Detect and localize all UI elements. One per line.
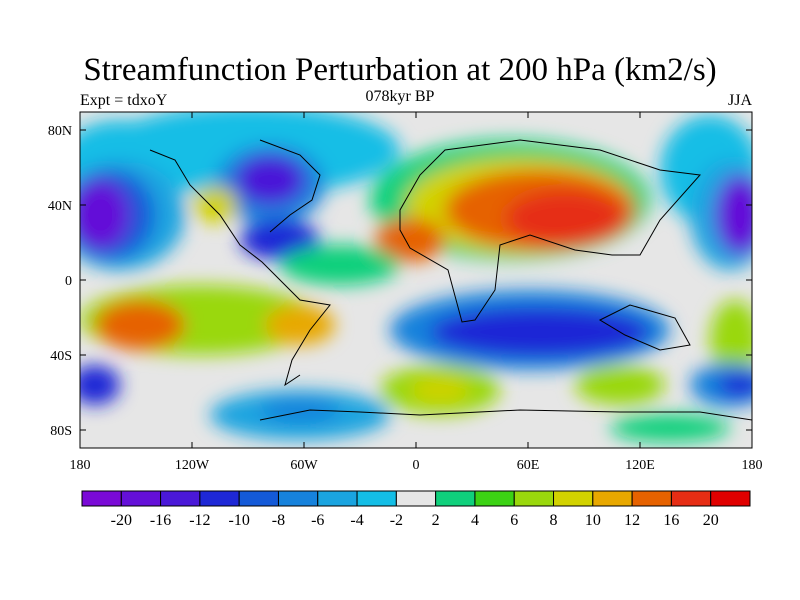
map-title: Streamfunction Perturbation at 200 hPa (… bbox=[83, 52, 717, 88]
colorbar-label: 4 bbox=[471, 512, 479, 529]
coastline-australia bbox=[598, 304, 691, 351]
lat-tick-label: 80N bbox=[48, 124, 72, 139]
field-blob bbox=[280, 245, 400, 285]
streamfunction-field bbox=[80, 112, 752, 448]
field-blob bbox=[505, 190, 625, 246]
colorbar-swatch bbox=[238, 490, 279, 507]
field-blob bbox=[375, 218, 445, 262]
lon-tick-label: 120E bbox=[625, 458, 655, 473]
colorbar-label: 2 bbox=[432, 512, 440, 529]
colorbar-label: 20 bbox=[703, 512, 719, 529]
longitude-axis: 180 120W 60W 0 60E 120E 180 bbox=[70, 112, 763, 473]
colorbar-swatch bbox=[710, 490, 751, 507]
colorbar-swatch bbox=[356, 490, 397, 507]
colorbar-label: -16 bbox=[150, 512, 171, 529]
field-blob bbox=[430, 307, 650, 357]
colorbar-label: -2 bbox=[390, 512, 403, 529]
lat-tick-label: 40S bbox=[50, 349, 72, 364]
lat-tick-label: 40N bbox=[48, 199, 72, 214]
colorbar-swatch bbox=[395, 490, 437, 507]
colorbar-swatch bbox=[670, 490, 712, 507]
colorbar-label: -10 bbox=[229, 512, 250, 529]
colorbar-swatch bbox=[474, 490, 515, 507]
field-blob bbox=[240, 220, 320, 260]
lon-tick-label: 0 bbox=[413, 458, 420, 473]
coastline-antarctica bbox=[259, 409, 752, 421]
lon-tick-label: 60W bbox=[290, 458, 318, 473]
colorbar-label: 6 bbox=[510, 512, 518, 529]
colorbar-swatch bbox=[435, 490, 476, 507]
field-blob bbox=[410, 378, 470, 402]
field-blob bbox=[95, 300, 185, 350]
latitude-axis: 80N 40N 0 40S 80S bbox=[48, 124, 752, 439]
field-blob bbox=[715, 175, 752, 255]
lat-tick-label: 0 bbox=[65, 274, 72, 289]
field-blob bbox=[193, 187, 237, 223]
colorbar-label: 10 bbox=[585, 512, 601, 529]
lon-tick-label: 60E bbox=[517, 458, 540, 473]
lon-tick-label: 180 bbox=[742, 458, 763, 473]
colorbar-swatch bbox=[81, 490, 122, 507]
field-blob bbox=[80, 365, 120, 405]
coastline-eurasia-africa bbox=[399, 139, 702, 323]
coastlines bbox=[149, 139, 752, 421]
colorbar-swatch bbox=[317, 490, 358, 507]
colorbar: -20 -16 -12 -10 -8 -6 -4 -2 2 4 6 8 10 12 16 20 bbox=[81, 490, 751, 529]
colorbar-label: 12 bbox=[624, 512, 640, 529]
field-blob bbox=[80, 180, 130, 250]
experiment-label: Expt = tdxoY bbox=[80, 92, 168, 109]
field-blob bbox=[710, 300, 752, 380]
lon-tick-label: 120W bbox=[175, 458, 210, 473]
colorbar-label: -6 bbox=[311, 512, 324, 529]
lon-tick-label: 180 bbox=[70, 458, 91, 473]
season-label: JJA bbox=[727, 92, 752, 109]
colorbar-label: -20 bbox=[111, 512, 132, 529]
lat-tick-label: 80S bbox=[50, 424, 72, 439]
colorbar-label: 8 bbox=[550, 512, 558, 529]
field-blob bbox=[265, 305, 335, 345]
colorbar-swatch bbox=[160, 490, 201, 507]
colorbar-swatch bbox=[120, 490, 162, 507]
field-blob bbox=[260, 398, 340, 422]
colorbar-swatch bbox=[631, 490, 672, 507]
colorbar-label: 16 bbox=[663, 512, 679, 529]
field-blob bbox=[575, 365, 665, 405]
field-blob bbox=[610, 414, 730, 442]
colorbar-swatch bbox=[277, 490, 319, 507]
colorbar-swatch bbox=[592, 490, 633, 507]
colorbar-swatch bbox=[199, 490, 240, 507]
coastline-americas bbox=[149, 149, 331, 387]
colorbar-label: -12 bbox=[189, 512, 210, 529]
coastline-north-america-east bbox=[259, 139, 321, 233]
field-blob bbox=[235, 155, 305, 205]
field-blob bbox=[718, 373, 752, 397]
time-label: 078kyr BP bbox=[365, 88, 435, 105]
colorbar-swatch bbox=[553, 490, 594, 507]
colorbar-label: -8 bbox=[272, 512, 285, 529]
colorbar-label: -4 bbox=[350, 512, 363, 529]
colorbar-swatch bbox=[513, 490, 555, 507]
